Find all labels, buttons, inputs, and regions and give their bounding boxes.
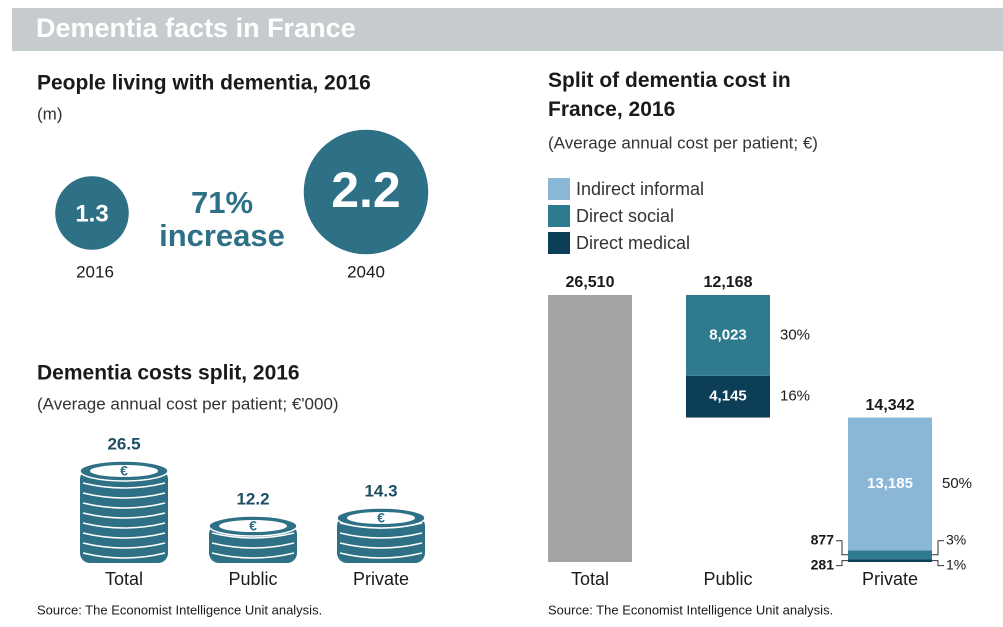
- coin-edge: [82, 542, 166, 549]
- segment-label: 13,185: [867, 475, 913, 492]
- increase-text: increase: [159, 218, 285, 253]
- bubble-year: 2016: [76, 262, 114, 281]
- coin-value: 26.5: [107, 434, 140, 453]
- coin-edge: [211, 542, 295, 549]
- chart-title: Split of dementia cost in France, 2016: [548, 69, 791, 121]
- coin-edge: [339, 532, 423, 539]
- total-label: 12,168: [704, 274, 753, 291]
- total-label: 14,342: [866, 397, 915, 414]
- coin-body: [337, 515, 425, 563]
- bubble-year: 2040: [347, 262, 385, 281]
- costs-subtitle: (Average annual cost per patient; €'000): [37, 394, 339, 413]
- coin-face: [90, 464, 158, 477]
- bar-segment: [848, 559, 932, 562]
- euro-sign: €: [120, 463, 128, 479]
- coin-category: Public: [228, 569, 277, 589]
- bar-segment: [686, 295, 770, 376]
- coin-edge: [82, 482, 166, 489]
- coin-edge: [211, 532, 295, 539]
- coin-stack: €: [208, 515, 298, 563]
- coin-edge: [339, 542, 423, 549]
- coin-face: [219, 520, 287, 533]
- bar-segment: [848, 550, 932, 560]
- percent-label: 3%: [946, 531, 966, 547]
- people-unit: (m): [37, 104, 62, 123]
- legend-swatch: [548, 205, 570, 227]
- coin-body: [80, 468, 168, 563]
- bar-segment: [848, 417, 932, 551]
- coin-stack: €: [79, 460, 169, 563]
- legend-label: Direct medical: [576, 233, 690, 253]
- total-bar: [548, 295, 632, 562]
- euro-sign: €: [377, 510, 385, 526]
- legend-swatch: [548, 232, 570, 254]
- segment-label: 877: [811, 531, 835, 547]
- people-title: People living with dementia, 2016: [37, 72, 371, 95]
- segment-label: 4,145: [709, 388, 747, 405]
- chart-source: Source: The Economist Intelligence Unit …: [548, 602, 833, 617]
- header-band: [12, 8, 1003, 51]
- increase-value: 71%: [191, 185, 253, 220]
- percent-label: 16%: [780, 388, 810, 405]
- bubble: [55, 176, 129, 250]
- coin-value: 12.2: [236, 490, 269, 509]
- segment-label: 8,023: [709, 326, 747, 343]
- coin-edge: [82, 552, 166, 559]
- coin-stack: €: [336, 507, 426, 563]
- coin-edge: [339, 552, 423, 559]
- bar-segment: [686, 375, 770, 418]
- category-label: Public: [703, 569, 752, 589]
- leader-line: [836, 540, 848, 556]
- coin-edge: [82, 512, 166, 519]
- chart-title-box: Split of dementia cost in France, 2016: [548, 69, 791, 121]
- percent-label: 50%: [942, 475, 972, 492]
- leader-line: [932, 540, 944, 556]
- bubble-label: 2.2: [331, 162, 401, 218]
- legend-swatch: [548, 178, 570, 200]
- category-label: Total: [571, 569, 609, 589]
- total-label: 26,510: [566, 274, 615, 291]
- coin-face: [347, 511, 415, 524]
- coin-edge: [82, 532, 166, 539]
- chart-subtitle: (Average annual cost per patient; €): [548, 133, 818, 152]
- category-label: Private: [862, 569, 918, 589]
- euro-sign: €: [249, 518, 257, 534]
- segment-label: 281: [811, 556, 835, 572]
- legend-label: Indirect informal: [576, 179, 704, 199]
- costs-title: Dementia costs split, 2016: [37, 362, 300, 385]
- coin-value: 14.3: [364, 481, 397, 500]
- coin-edge: [82, 522, 166, 529]
- header-title: Dementia facts in France: [36, 13, 356, 43]
- leader-line: [932, 560, 944, 567]
- coin-edge: [82, 502, 166, 509]
- coin-edge: [82, 492, 166, 499]
- leader-line: [836, 560, 848, 567]
- coin-category: Private: [353, 569, 409, 589]
- percent-label: 1%: [946, 556, 966, 572]
- costs-source: Source: The Economist Intelligence Unit …: [37, 602, 322, 617]
- coin-category: Total: [105, 569, 143, 589]
- bubble-label: 1.3: [75, 200, 108, 227]
- percent-label: 30%: [780, 326, 810, 343]
- bubble: [303, 129, 429, 255]
- legend-label: Direct social: [576, 206, 674, 226]
- coin-edge: [211, 552, 295, 559]
